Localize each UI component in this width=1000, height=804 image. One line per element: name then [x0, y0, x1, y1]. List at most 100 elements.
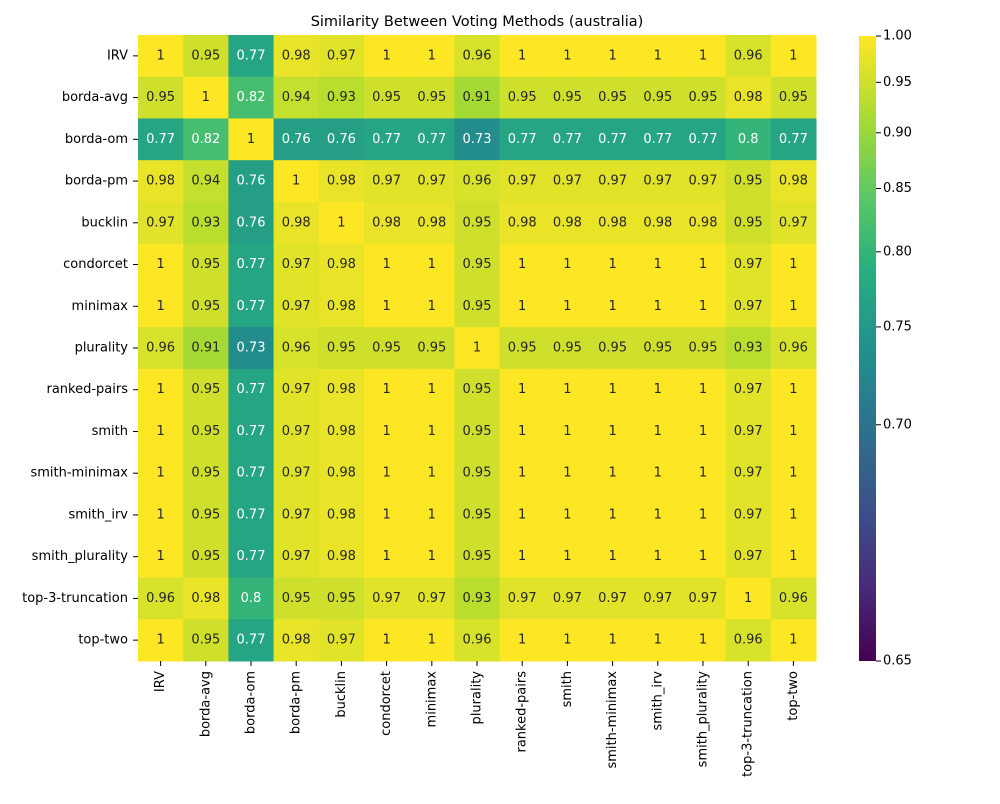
cell-label: 0.94 — [282, 90, 311, 105]
heatmap-cell — [770, 35, 817, 78]
heatmap-cell — [770, 201, 817, 245]
cell-label: 0.95 — [191, 633, 220, 648]
heatmap-cell — [590, 535, 636, 579]
heatmap-cell — [454, 494, 501, 537]
cell-label: 1 — [518, 299, 526, 314]
heatmap-cell — [183, 327, 229, 370]
heatmap-cell — [499, 535, 546, 579]
cell-label: 1 — [518, 466, 526, 481]
heatmap-cell — [409, 35, 455, 78]
cell-label: 1 — [428, 633, 436, 648]
cell-label: 0.98 — [282, 48, 311, 63]
cell-label: 0.77 — [598, 132, 627, 147]
heatmap-cell — [499, 160, 546, 203]
cell-label: 0.76 — [282, 132, 311, 147]
heatmap-cell — [499, 76, 546, 119]
heatmap-cell — [318, 452, 365, 495]
cell-label: 0.95 — [508, 341, 537, 356]
heatmap-cell — [318, 243, 365, 286]
cell-label: 0.97 — [282, 507, 311, 522]
heatmap-cell — [273, 35, 320, 78]
heatmap-cell — [680, 494, 727, 537]
heatmap-cell — [138, 243, 184, 286]
heatmap-cell — [635, 410, 681, 453]
cell-label: 0.95 — [463, 549, 492, 564]
cell-label: 0.95 — [327, 341, 356, 356]
cell-label: 0.95 — [191, 549, 220, 564]
x-tick-label: smith — [560, 671, 575, 707]
cell-label: 0.97 — [734, 549, 763, 564]
cell-label: 0.94 — [191, 174, 220, 189]
heatmap-cell — [635, 327, 681, 370]
heatmap-cell — [273, 243, 320, 286]
cell-label: 1 — [518, 633, 526, 648]
cell-label: 0.77 — [237, 466, 266, 481]
heatmap-cell — [318, 494, 365, 537]
cell-label: 0.77 — [237, 633, 266, 648]
cell-label: 1 — [428, 466, 436, 481]
cell-label: 1 — [789, 633, 797, 648]
heatmap-cell — [228, 201, 275, 245]
cell-label: 1 — [654, 382, 662, 397]
heatmap-cell — [183, 243, 229, 286]
cell-label: 0.8 — [241, 591, 262, 606]
colorbar-tick-label: 0.80 — [883, 244, 912, 259]
heatmap-cell — [544, 410, 591, 453]
heatmap-cell — [183, 285, 229, 328]
cell-label: 1 — [518, 549, 526, 564]
cell-label: 0.77 — [146, 132, 175, 147]
heatmap-cell — [770, 619, 817, 662]
heatmap-cell — [635, 535, 681, 579]
heatmap-cell — [770, 535, 817, 579]
heatmap-cell — [725, 243, 772, 286]
cell-label: 1 — [563, 466, 571, 481]
cell-label: 0.95 — [463, 257, 492, 272]
cell-label: 1 — [699, 549, 707, 564]
cell-label: 0.95 — [327, 591, 356, 606]
heatmap-cell — [635, 201, 681, 245]
heatmap-cell — [138, 452, 184, 495]
cell-label: 0.97 — [734, 466, 763, 481]
heatmap-cell — [228, 368, 275, 412]
heatmap-cell — [590, 243, 636, 286]
heatmap-cell — [725, 577, 772, 620]
heatmap-cell — [770, 410, 817, 453]
cell-label: 0.77 — [237, 48, 266, 63]
heatmap-cell — [590, 410, 636, 453]
heatmap-cell — [364, 285, 410, 328]
y-tick-label: top-3-truncation — [22, 591, 128, 606]
y-tick-label: smith-minimax — [30, 466, 128, 481]
heatmap-cell — [454, 118, 501, 161]
heatmap-cell — [318, 327, 365, 370]
heatmap-cell — [544, 201, 591, 245]
cell-label: 0.98 — [327, 382, 356, 397]
heatmap-cell — [273, 577, 320, 620]
cell-label: 0.97 — [598, 591, 627, 606]
x-tick-label: smith_plurality — [696, 671, 711, 768]
heatmap-cell — [273, 285, 320, 328]
heatmap-cell — [454, 243, 501, 286]
heatmap-cell — [138, 201, 184, 245]
cell-label: 1 — [699, 257, 707, 272]
cell-label: 0.98 — [689, 215, 718, 230]
heatmap-cell — [499, 285, 546, 328]
heatmap-cell — [635, 76, 681, 119]
cell-label: 0.96 — [779, 341, 808, 356]
heatmap-cell — [544, 452, 591, 495]
cell-label: 0.95 — [734, 215, 763, 230]
heatmap-cell — [770, 160, 817, 203]
heatmap-cell — [409, 619, 455, 662]
cell-label: 0.8 — [738, 132, 759, 147]
cell-label: 0.95 — [689, 341, 718, 356]
y-tick-label: condorcet — [63, 257, 128, 272]
cell-label: 0.97 — [282, 466, 311, 481]
heatmap-cell — [635, 494, 681, 537]
cell-label: 0.97 — [282, 382, 311, 397]
cell-label: 0.97 — [508, 591, 537, 606]
heatmap-cell — [454, 160, 501, 203]
cell-label: 1 — [563, 257, 571, 272]
cell-label: 0.97 — [553, 591, 582, 606]
cell-label: 1 — [156, 424, 164, 439]
heatmap-cell — [228, 452, 275, 495]
